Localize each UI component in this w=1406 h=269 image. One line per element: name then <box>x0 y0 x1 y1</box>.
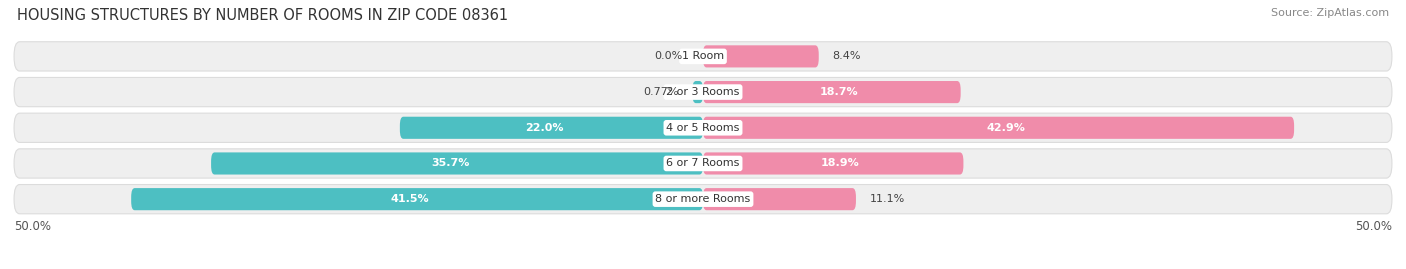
Text: 2 or 3 Rooms: 2 or 3 Rooms <box>666 87 740 97</box>
Text: HOUSING STRUCTURES BY NUMBER OF ROOMS IN ZIP CODE 08361: HOUSING STRUCTURES BY NUMBER OF ROOMS IN… <box>17 8 508 23</box>
FancyBboxPatch shape <box>692 81 703 103</box>
Text: 50.0%: 50.0% <box>14 220 51 233</box>
Text: Source: ZipAtlas.com: Source: ZipAtlas.com <box>1271 8 1389 18</box>
FancyBboxPatch shape <box>211 153 703 175</box>
Text: 8.4%: 8.4% <box>832 51 860 61</box>
Text: 1 Room: 1 Room <box>682 51 724 61</box>
FancyBboxPatch shape <box>131 188 703 210</box>
Text: 22.0%: 22.0% <box>526 123 564 133</box>
FancyBboxPatch shape <box>399 117 703 139</box>
Text: 11.1%: 11.1% <box>870 194 905 204</box>
FancyBboxPatch shape <box>14 77 1392 107</box>
Text: 8 or more Rooms: 8 or more Rooms <box>655 194 751 204</box>
Text: 42.9%: 42.9% <box>986 123 1025 133</box>
Text: 18.9%: 18.9% <box>821 158 859 168</box>
Text: 6 or 7 Rooms: 6 or 7 Rooms <box>666 158 740 168</box>
FancyBboxPatch shape <box>703 117 1294 139</box>
Text: 35.7%: 35.7% <box>432 158 470 168</box>
FancyBboxPatch shape <box>14 42 1392 71</box>
FancyBboxPatch shape <box>703 188 856 210</box>
FancyBboxPatch shape <box>14 113 1392 142</box>
Text: 0.77%: 0.77% <box>643 87 679 97</box>
FancyBboxPatch shape <box>703 45 818 68</box>
FancyBboxPatch shape <box>703 153 963 175</box>
FancyBboxPatch shape <box>14 185 1392 214</box>
Text: 41.5%: 41.5% <box>391 194 429 204</box>
Text: 0.0%: 0.0% <box>654 51 682 61</box>
Text: 4 or 5 Rooms: 4 or 5 Rooms <box>666 123 740 133</box>
Text: 18.7%: 18.7% <box>820 87 858 97</box>
FancyBboxPatch shape <box>703 81 960 103</box>
FancyBboxPatch shape <box>14 149 1392 178</box>
Text: 50.0%: 50.0% <box>1355 220 1392 233</box>
